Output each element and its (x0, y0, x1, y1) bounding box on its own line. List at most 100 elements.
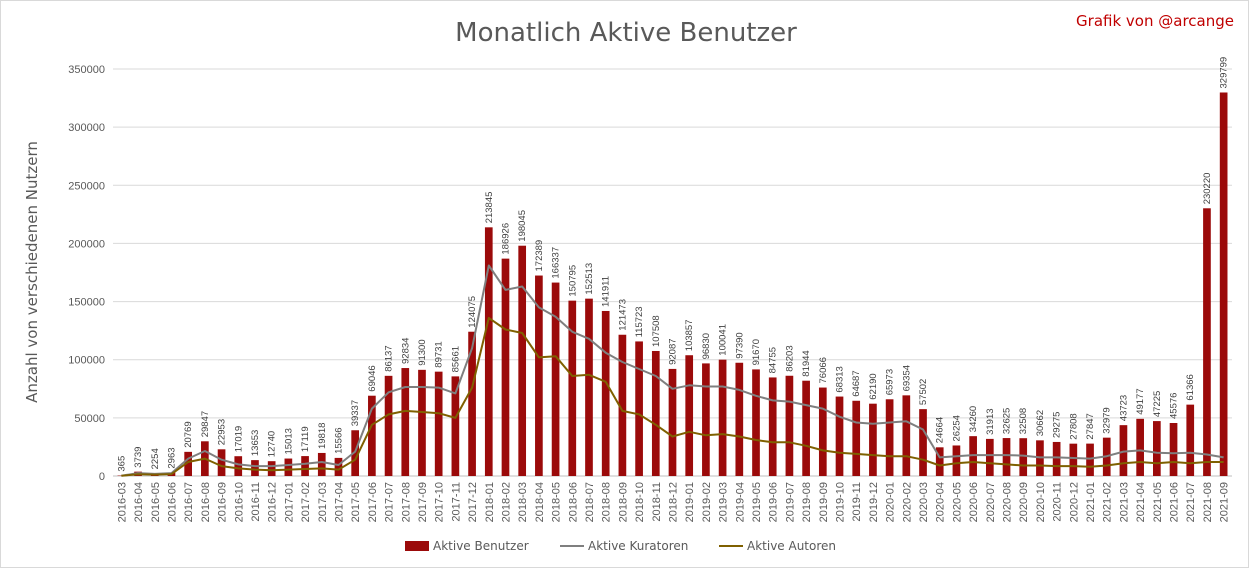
x-tick-label: 2020-05 (951, 482, 963, 522)
bar (1136, 419, 1144, 476)
chart-title: Monatlich Aktive Benutzer (455, 18, 797, 48)
data-label: 49177 (1135, 388, 1146, 414)
data-label: 26254 (951, 415, 962, 441)
x-tick-label: 2017-01 (283, 482, 295, 522)
data-label: 100041 (718, 324, 729, 356)
bar (1186, 405, 1194, 476)
data-label: 17019 (233, 426, 244, 452)
x-tick-label: 2020-03 (918, 482, 930, 522)
data-label: 19818 (317, 423, 328, 449)
x-tick-label: 2020-08 (1002, 482, 1014, 522)
x-tick-label: 2016-03 (116, 482, 128, 522)
bar (418, 370, 426, 476)
x-tick-label: 2020-06 (968, 482, 980, 522)
data-label: 166337 (551, 247, 562, 279)
data-label: 230220 (1202, 173, 1213, 205)
data-label: 32625 (1002, 408, 1013, 434)
data-label: 32979 (1102, 407, 1113, 433)
data-label: 186926 (501, 223, 512, 255)
data-label: 15566 (334, 427, 345, 453)
data-label: 92834 (400, 338, 411, 364)
bar (786, 376, 794, 476)
data-label: 2963 (167, 447, 178, 468)
x-tick-label: 2017-12 (467, 482, 479, 522)
data-label: 62190 (868, 373, 879, 399)
x-tick-label: 2018-12 (668, 482, 680, 522)
data-label: 115723 (634, 306, 645, 337)
data-label: 24664 (935, 417, 946, 443)
data-label: 91300 (417, 339, 428, 365)
bar (669, 369, 677, 476)
x-tick-label: 2018-10 (634, 482, 646, 522)
bar (886, 399, 894, 476)
bar (635, 341, 643, 476)
bar (836, 397, 844, 476)
y-axis-ticks: 0500001000001500002000002500003000003500… (68, 64, 105, 483)
x-tick-label: 2021-03 (1118, 482, 1130, 522)
y-tick-label: 0 (99, 471, 105, 483)
x-tick-label: 2019-03 (718, 482, 730, 522)
x-tick-label: 2020-02 (901, 482, 913, 522)
bar (1220, 92, 1228, 476)
x-tick-label: 2021-09 (1219, 482, 1231, 522)
x-tick-label: 2021-02 (1102, 482, 1114, 522)
x-tick-label: 2019-05 (751, 482, 763, 522)
bar (652, 351, 660, 476)
x-tick-label: 2021-04 (1135, 482, 1147, 522)
data-label: 81944 (801, 350, 812, 376)
data-label: 89731 (434, 341, 445, 367)
bar (234, 456, 242, 476)
bar (1069, 444, 1077, 476)
x-tick-label: 2016-04 (133, 482, 145, 522)
data-label: 76066 (818, 357, 829, 383)
data-label: 92087 (668, 338, 679, 364)
chart-credit: Grafik von @arcange (1076, 12, 1234, 30)
y-tick-label: 100000 (68, 355, 105, 367)
y-tick-label: 350000 (68, 64, 105, 76)
y-tick-label: 150000 (68, 297, 105, 309)
bar (585, 299, 593, 476)
data-label: 84755 (768, 347, 779, 373)
x-tick-label: 2018-05 (551, 482, 563, 522)
x-tick-label: 2017-08 (400, 482, 412, 522)
legend-label: Aktive Benutzer (433, 539, 529, 553)
data-label: 32508 (1018, 408, 1029, 434)
bar (1003, 438, 1011, 476)
data-label: 27847 (1085, 413, 1096, 439)
y-tick-label: 300000 (68, 122, 105, 134)
data-label: 12740 (267, 431, 278, 457)
bar (1053, 442, 1061, 476)
x-tick-label: 2019-10 (835, 482, 847, 522)
bar (1170, 423, 1178, 476)
y-tick-label: 250000 (68, 180, 105, 192)
data-label: 65973 (885, 369, 896, 395)
data-label: 34260 (968, 406, 979, 432)
data-label: 43723 (1118, 395, 1129, 421)
bar (251, 460, 259, 476)
x-tick-label: 2016-08 (200, 482, 212, 522)
data-label: 3739 (133, 447, 144, 468)
x-tick-label: 2020-12 (1068, 482, 1080, 522)
x-tick-label: 2020-07 (985, 482, 997, 522)
x-tick-label: 2017-07 (384, 482, 396, 522)
x-tick-label: 2017-04 (334, 482, 346, 522)
x-tick-label: 2018-08 (601, 482, 613, 522)
y-tick-label: 50000 (74, 413, 105, 425)
bar (735, 363, 743, 476)
data-label: 2254 (150, 448, 161, 469)
bar (953, 445, 961, 476)
data-label: 85661 (450, 346, 461, 372)
bar (869, 404, 877, 476)
x-tick-label: 2021-06 (1169, 482, 1181, 522)
x-tick-label: 2017-10 (434, 482, 446, 522)
x-tick-label: 2016-12 (267, 482, 279, 522)
x-tick-label: 2018-06 (567, 482, 579, 522)
x-tick-label: 2020-10 (1035, 482, 1047, 522)
x-tick-label: 2019-02 (701, 482, 713, 522)
bar (285, 459, 293, 476)
x-tick-label: 2018-09 (617, 482, 629, 522)
bar (1019, 438, 1027, 476)
x-tick-label: 2019-08 (801, 482, 813, 522)
